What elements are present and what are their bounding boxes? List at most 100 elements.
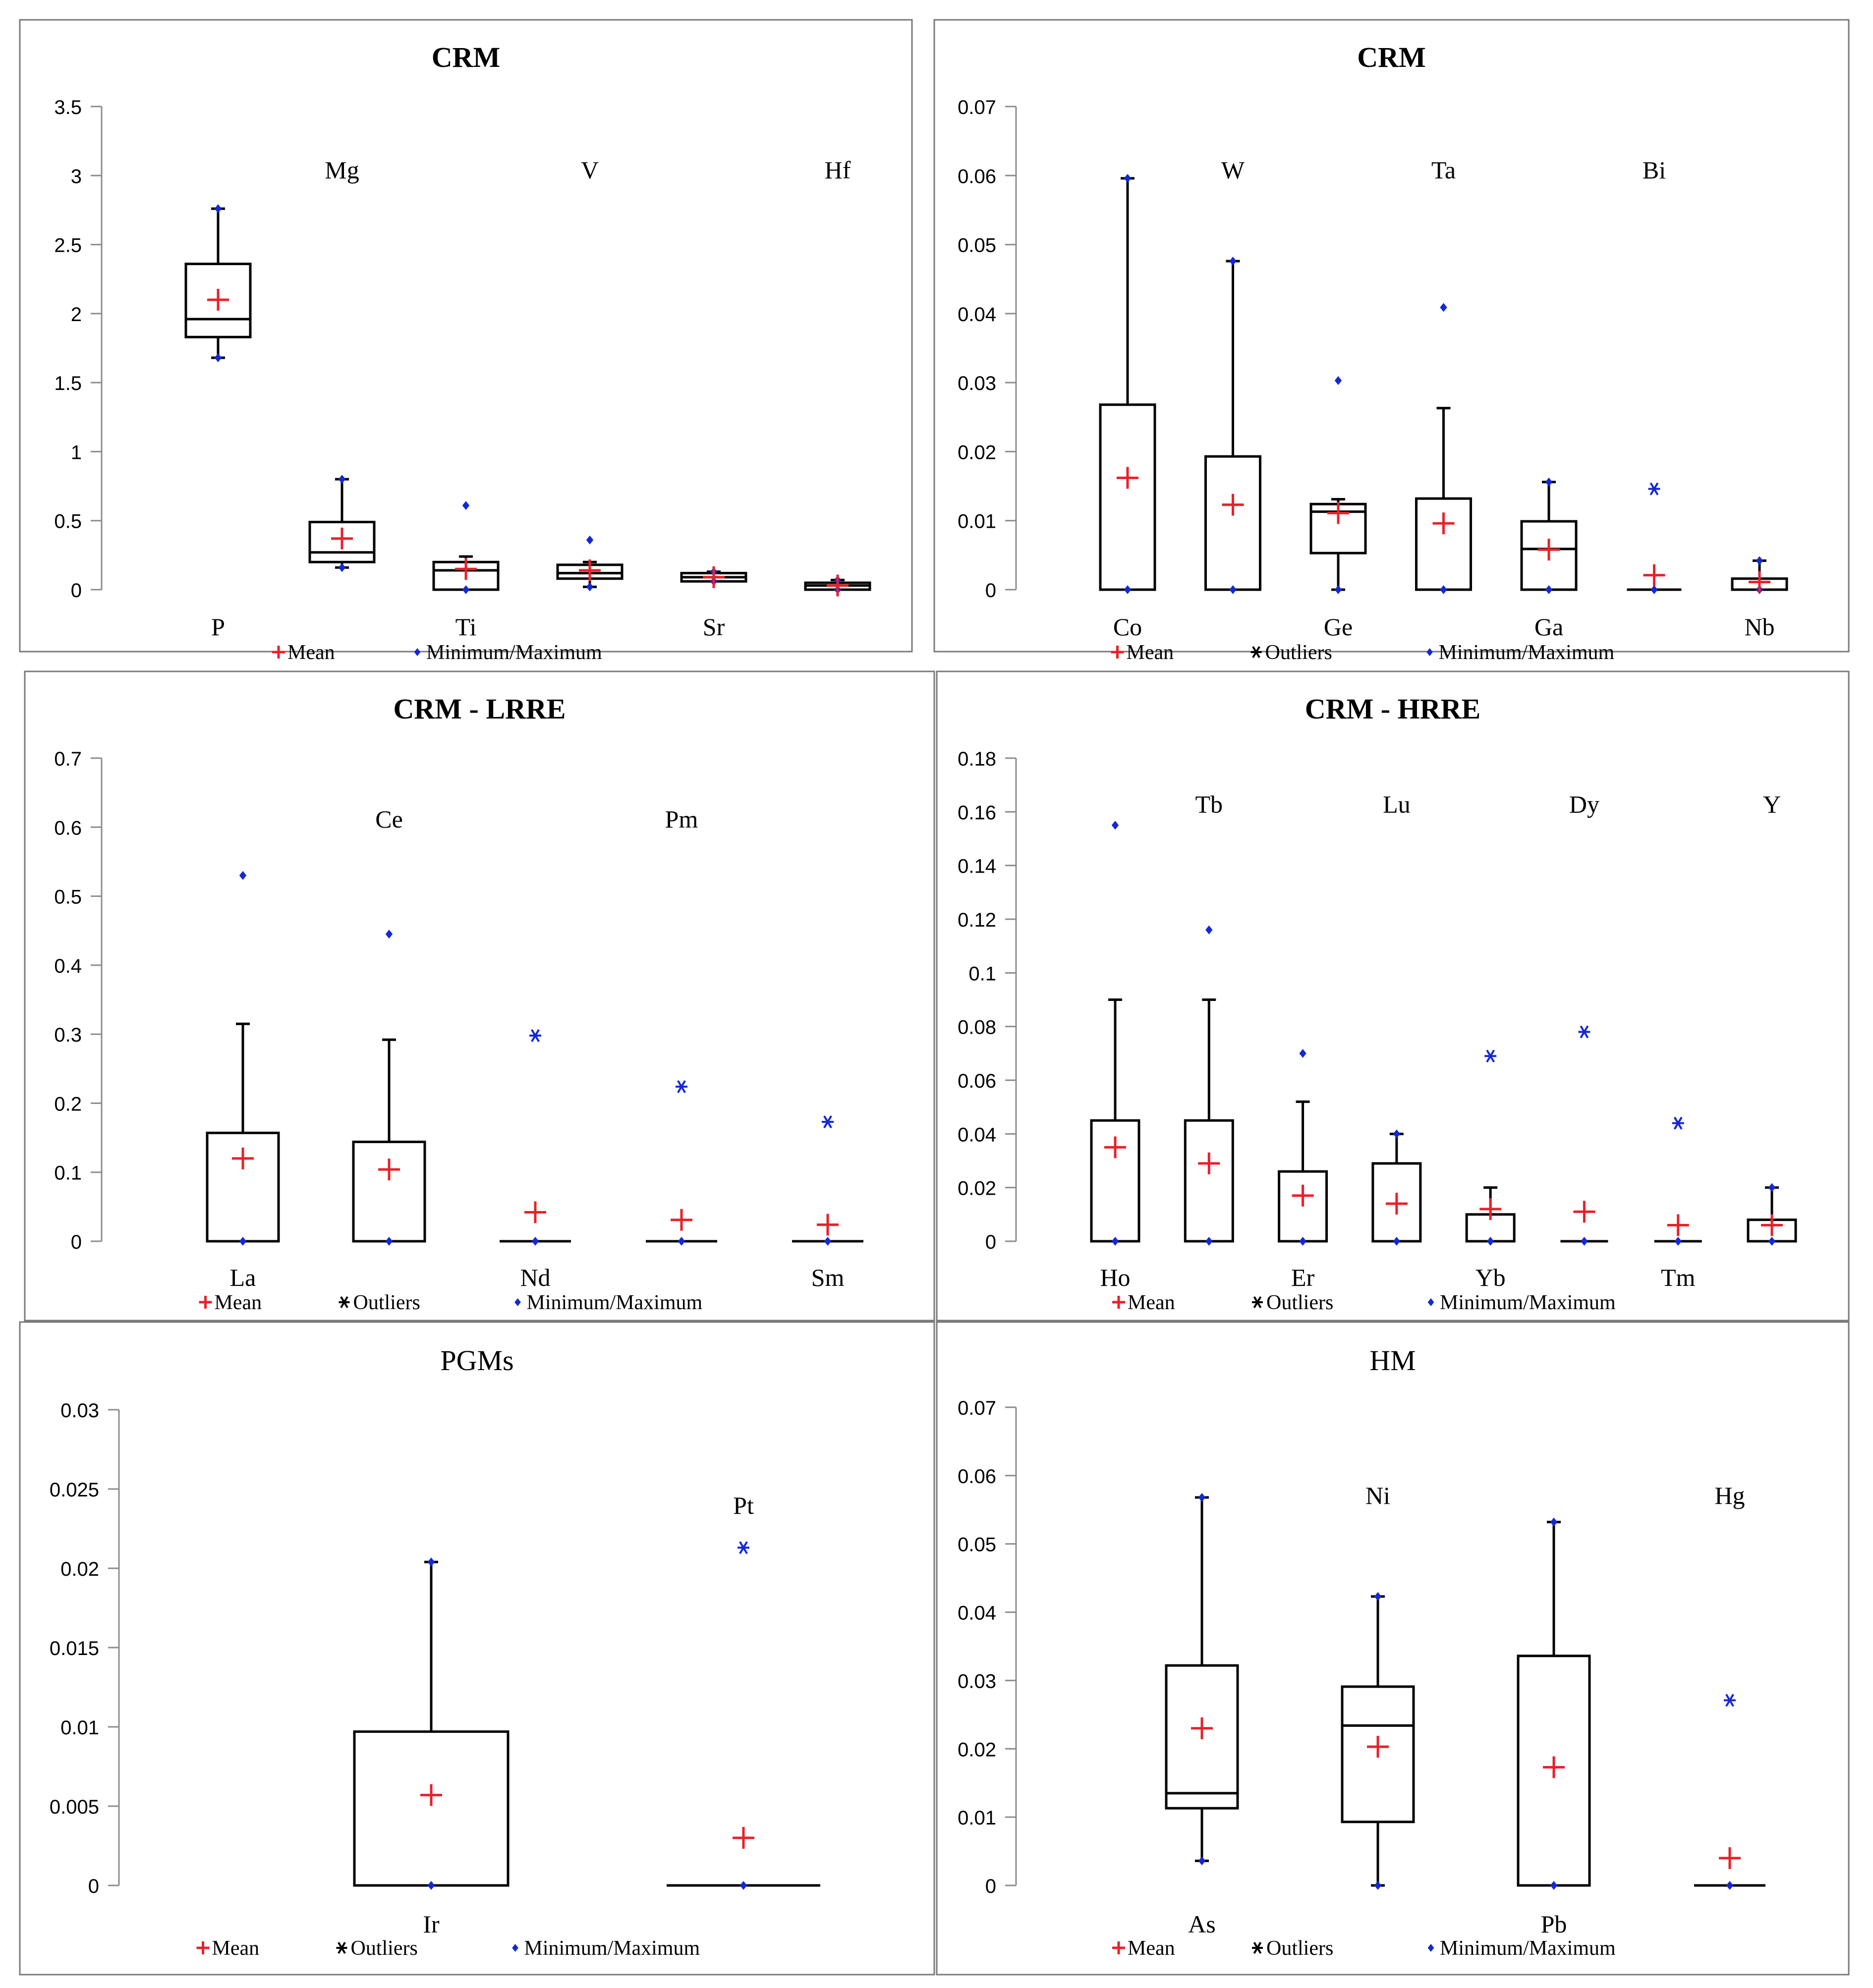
box-Ir: Ir xyxy=(353,1557,510,1938)
min-marker xyxy=(214,353,222,362)
min-marker xyxy=(531,1237,539,1246)
legend: Mean Outliers Minimum/Maximum xyxy=(199,1291,703,1314)
chart-panel-4: CRM - HRRE 0 0.02 0.04 0.06 0.08 0.1 0.12 0.14 0.… xyxy=(936,670,1850,1322)
outlier-marker-c xyxy=(1673,1116,1683,1130)
category-label: Dy xyxy=(1569,790,1599,818)
legend: Mean Outliers Minimum/Maximum xyxy=(1112,1291,1616,1314)
box-body xyxy=(1099,403,1156,591)
box-body xyxy=(1415,497,1472,591)
min-marker xyxy=(462,585,470,594)
category-label: Ni xyxy=(1365,1482,1390,1509)
max-marker xyxy=(1198,1492,1206,1502)
min-marker xyxy=(1111,1237,1119,1246)
min-marker xyxy=(1124,585,1132,594)
legend: Mean Outliers Minimum/Maximum xyxy=(1111,641,1615,664)
y-tick-label: 0 xyxy=(71,1231,82,1253)
category-label: Tb xyxy=(1195,790,1223,818)
category-label: Ho xyxy=(1100,1264,1130,1291)
legend-minmax-icon xyxy=(414,648,421,656)
max-marker xyxy=(1393,1129,1401,1139)
legend-outlier-icon-c xyxy=(1253,1296,1262,1309)
legend-label-outliers: Outliers xyxy=(353,1291,420,1314)
box-Nd: Nd xyxy=(500,1029,571,1291)
chart-panel-5: PGMs 0 0.005 0.01 0.015 0.02 0.025 0.03 Ir Pt Mean… xyxy=(19,1321,935,1976)
category-label: Sm xyxy=(811,1264,845,1291)
legend-label-mean: Mean xyxy=(212,1937,260,1960)
y-tick-label: 0.03 xyxy=(60,1400,99,1422)
box-Dy: Dy xyxy=(1560,790,1608,1246)
legend-label-mean: Mean xyxy=(287,641,335,664)
box-Pt: Pt xyxy=(667,1491,820,1890)
y-tick-label: 0.05 xyxy=(958,235,996,257)
y-tick-label: 0.14 xyxy=(958,856,996,878)
box-Ga: Ga xyxy=(1520,477,1578,641)
legend-label-mean: Mean xyxy=(1127,641,1174,664)
box-Ti: Ti xyxy=(432,501,500,641)
chart-panel-3: CRM - LRRE 0 0.1 0.2 0.3 0.4 0.5 0.6 0.7 La Ce Nd Pm… xyxy=(24,670,935,1322)
box-Co: Co xyxy=(1099,173,1156,641)
box-Hg: Hg xyxy=(1694,1482,1765,1890)
y-tick-label: 0.04 xyxy=(958,304,996,326)
outlier-marker-c xyxy=(1580,1025,1589,1039)
min-marker xyxy=(1768,1237,1776,1246)
category-label: Mg xyxy=(325,156,359,184)
y-tick-label: 0.1 xyxy=(968,963,996,985)
y-tick-label: 0.02 xyxy=(958,442,996,463)
outlier-marker-c xyxy=(823,1115,832,1129)
chart-panel-6: HM 0 0.01 0.02 0.03 0.04 0.05 0.06 0.07 As Ni Pb Hg M… xyxy=(936,1321,1850,1976)
category-label: Hg xyxy=(1714,1482,1745,1509)
chart-title: PGMs xyxy=(440,1344,513,1377)
box-Tm: Tm xyxy=(1654,1116,1702,1291)
box-Pb: Pb xyxy=(1517,1517,1591,1938)
box-Ho: Ho xyxy=(1090,821,1140,1291)
y-tick-label: 0.5 xyxy=(54,511,82,533)
y-tick-label: 0 xyxy=(71,580,82,602)
min-marker xyxy=(338,563,346,572)
y-tick-label: 3 xyxy=(71,166,82,187)
min-marker xyxy=(739,1881,747,1890)
legend: Mean Outliers Minimum/Maximum xyxy=(1112,1937,1616,1960)
category-label: Co xyxy=(1113,613,1142,641)
y-tick-label: 0.12 xyxy=(958,909,996,931)
category-label: W xyxy=(1221,156,1245,184)
category-label: Ce xyxy=(375,805,403,833)
chart-title: CRM - HRRE xyxy=(1305,693,1480,725)
box-Pm: Pm xyxy=(646,805,717,1246)
box-Tb: Tb xyxy=(1184,790,1234,1246)
legend-label-outliers: Outliers xyxy=(1266,1291,1333,1314)
category-label: Bi xyxy=(1643,156,1666,184)
box-Sr: Sr xyxy=(680,566,747,641)
y-tick-label: 0.03 xyxy=(958,1670,996,1692)
category-label: Nb xyxy=(1744,613,1774,641)
category-label: Pb xyxy=(1541,1910,1567,1938)
max-marker xyxy=(1545,477,1553,487)
y-tick-label: 2.5 xyxy=(54,235,82,257)
legend-label-minmax: Minimum/Maximum xyxy=(1440,1291,1616,1314)
y-tick-label: 0.025 xyxy=(50,1479,99,1501)
min-marker xyxy=(824,1237,832,1246)
panel-frame xyxy=(19,1321,935,1976)
min-marker xyxy=(1198,1856,1206,1866)
legend-label-minmax: Minimum/Maximum xyxy=(524,1937,700,1960)
y-tick-label: 0.5 xyxy=(54,886,82,908)
chart-panel-1: CRM 0 0.5 1 1.5 2 2.5 3 3.5 P Mg Ti V Sr Hf Mean Minimum… xyxy=(19,19,913,664)
category-label: Y xyxy=(1763,790,1781,818)
legend-label-minmax: Minimum/Maximum xyxy=(1440,1937,1616,1960)
category-label: Hf xyxy=(825,156,851,184)
min-marker xyxy=(586,582,594,592)
y-tick-label: 0 xyxy=(985,1876,996,1897)
panel-frame xyxy=(19,19,913,653)
box-body xyxy=(1204,455,1261,591)
y-tick-label: 0.2 xyxy=(54,1093,82,1115)
y-tick-label: 0.1 xyxy=(54,1162,82,1184)
min-marker xyxy=(1486,1237,1494,1246)
category-label: Ir xyxy=(423,1910,440,1938)
max-marker xyxy=(462,501,470,510)
category-label: P xyxy=(211,613,225,641)
min-marker xyxy=(1650,585,1658,594)
legend-label-mean: Mean xyxy=(1128,1291,1175,1314)
y-tick-label: 0.005 xyxy=(50,1796,99,1818)
y-tick-label: 0.01 xyxy=(958,1807,996,1829)
max-marker xyxy=(385,930,393,939)
min-marker xyxy=(1674,1237,1682,1246)
